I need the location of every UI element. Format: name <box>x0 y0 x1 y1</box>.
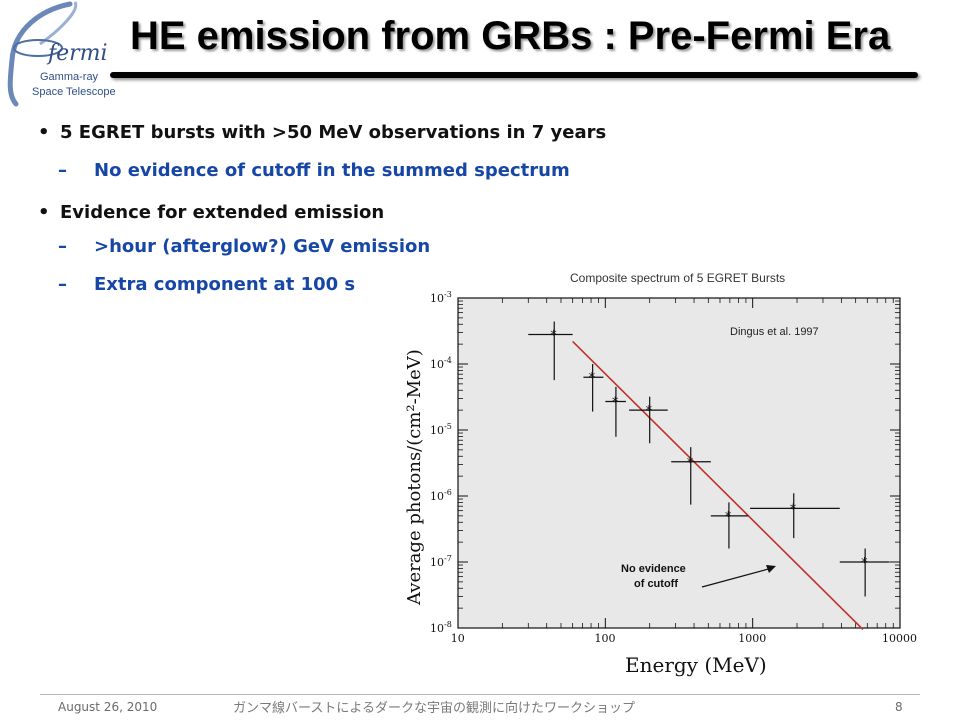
x-tick-label: 1000 <box>738 632 766 645</box>
sub-bullet-1-1: – No evidence of cutoff in the summed spe… <box>58 160 570 181</box>
y-tick-label: 10-6 <box>430 488 452 503</box>
data-point: * <box>612 396 619 411</box>
bullet-marker: • <box>38 122 50 143</box>
cutoff-annotation-line2: of cutoff <box>634 578 678 590</box>
x-tick-label: 10 <box>451 632 465 645</box>
sub-bullet-2-1: – >hour (afterglow?) GeV emission <box>58 236 430 257</box>
y-tick-label: 10-4 <box>430 356 452 371</box>
logo-subtitle-2: Space Telescope <box>32 86 116 98</box>
bullet-marker: • <box>38 202 50 223</box>
footer-event-title: ガンマ線バーストによるダークな宇宙の観測に向けたワークショップ <box>233 701 635 716</box>
data-point: * <box>589 371 596 386</box>
annotation-arrowhead <box>766 565 776 573</box>
bullet-1-text: 5 EGRET bursts with >50 MeV observations… <box>60 122 607 143</box>
fit-line <box>572 340 864 631</box>
dash-marker: – <box>58 160 67 181</box>
data-point: * <box>550 328 557 343</box>
y-tick-label: 10-5 <box>430 422 452 437</box>
logo-wordmark: fermi <box>46 41 108 66</box>
y-tick-label: 10-7 <box>430 554 452 569</box>
x-axis-label: Energy (MeV) <box>625 653 767 677</box>
sub-bullet-2-2: – Extra component at 100 s <box>58 274 355 295</box>
bullet-2-text: Evidence for extended emission <box>60 202 385 223</box>
title-underline <box>110 72 918 78</box>
plot-area <box>457 297 901 629</box>
sub-bullet-2-1-text: >hour (afterglow?) GeV emission <box>94 236 431 257</box>
bullet-1: • 5 EGRET bursts with >50 MeV observation… <box>38 122 606 143</box>
footer-divider <box>40 694 920 695</box>
page-number: 8 <box>895 700 903 714</box>
dash-marker: – <box>58 236 67 257</box>
x-tick-label: 10000 <box>882 632 917 645</box>
citation-annotation: Dingus et al. 1997 <box>730 326 819 338</box>
x-tick-label: 100 <box>595 632 616 645</box>
data-point: * <box>861 556 868 571</box>
data-point: * <box>687 456 694 471</box>
footer-date: August 26, 2010 <box>58 700 158 714</box>
chart-title: Composite spectrum of 5 EGRET Bursts <box>570 271 785 285</box>
cutoff-annotation-line1: No evidence <box>621 563 686 575</box>
logo-subtitle-1: Gamma-ray <box>40 71 99 83</box>
data-point: * <box>790 502 797 517</box>
sub-bullet-1-1-text: No evidence of cutoff in the summed spec… <box>94 160 570 181</box>
y-tick-label: 10-8 <box>430 620 452 635</box>
data-point: * <box>646 404 653 419</box>
sub-bullet-2-2-text: Extra component at 100 s <box>94 274 356 295</box>
fermi-logo: fermi Gamma-ray Space Telescope <box>7 1 116 107</box>
y-axis-label: Average photons/(cm²-MeV) <box>404 349 425 606</box>
annotation-arrow-line <box>701 567 773 588</box>
bullet-2: • Evidence for extended emission <box>38 202 384 223</box>
dash-marker: – <box>58 274 67 295</box>
data-point: * <box>725 510 732 525</box>
y-tick-label: 10-3 <box>430 290 452 305</box>
slide-title: HE emission from GRBs : Pre-Fermi Era <box>130 14 891 58</box>
